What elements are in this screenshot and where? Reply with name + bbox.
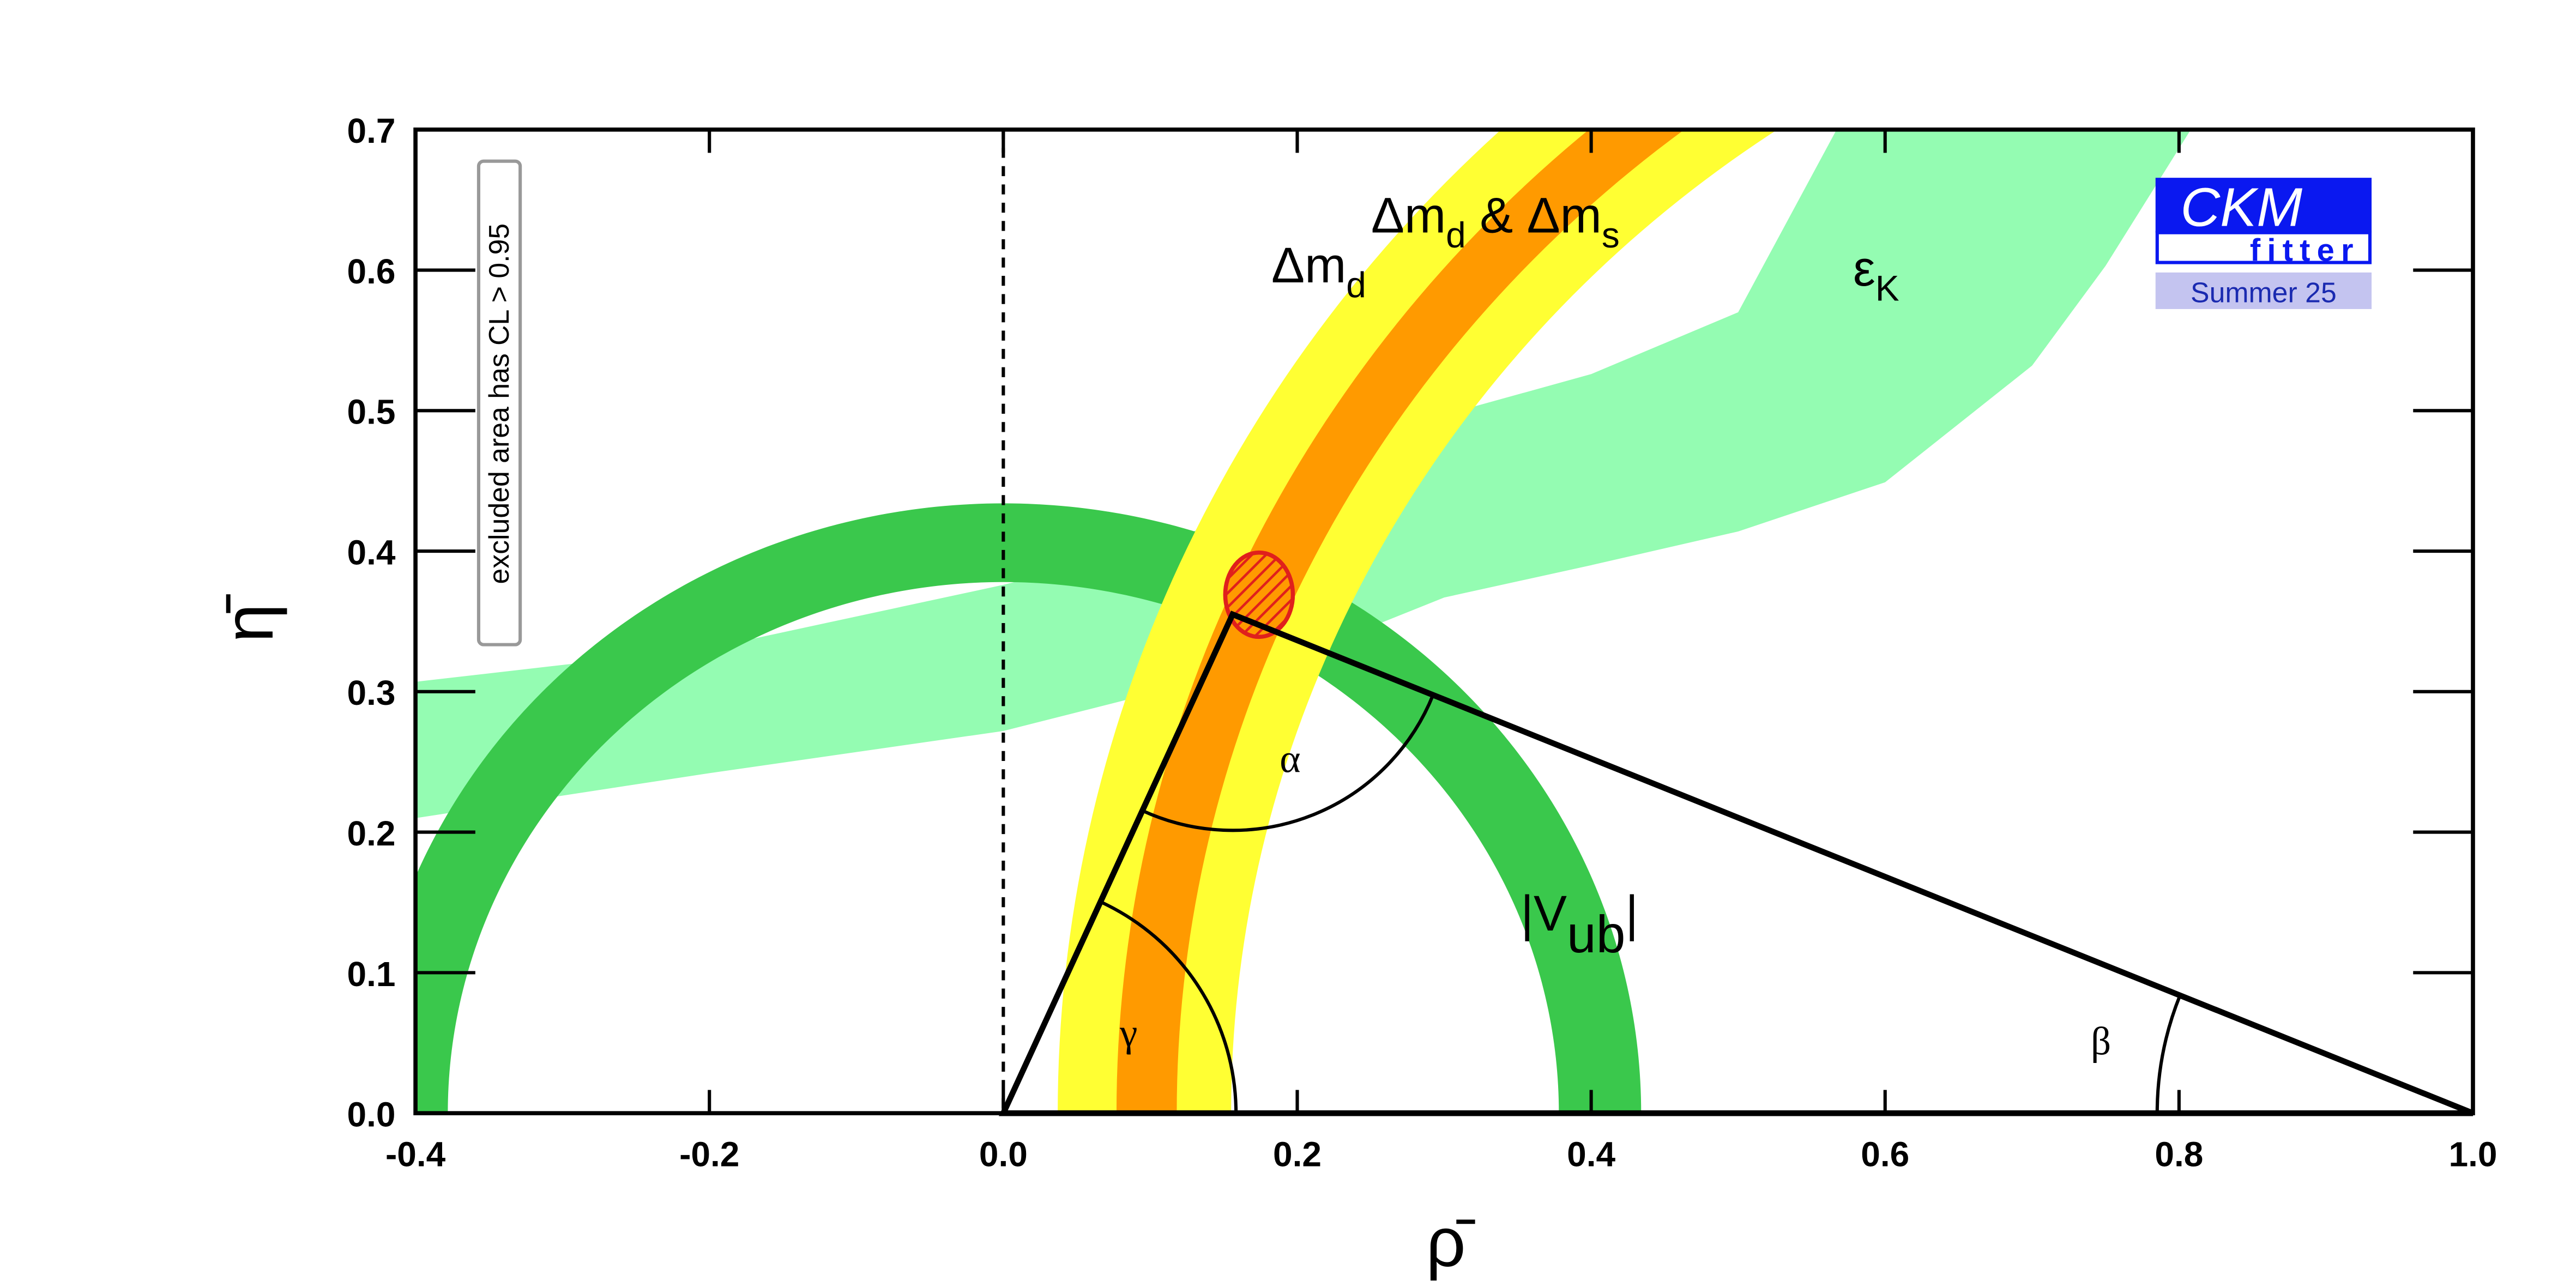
- y-axis-label: η̄: [210, 594, 288, 642]
- y-tick-label: 0.2: [347, 814, 396, 853]
- x-tick-label: 0.6: [1861, 1135, 1909, 1174]
- x-tick-label: -0.4: [385, 1135, 446, 1174]
- annotation: Δmd & Δms: [1371, 188, 1620, 255]
- annotation-text: & Δm: [1466, 188, 1602, 244]
- x-tick-label: 1.0: [2449, 1135, 2497, 1174]
- plot-area: [415, 129, 2191, 1114]
- x-tick-label: -0.2: [679, 1135, 739, 1174]
- annotation: εK: [1853, 241, 1899, 308]
- x-axis-label: ρ̄: [1426, 1204, 1476, 1281]
- x-tick-label: 0.8: [2155, 1135, 2203, 1174]
- x-tick-label: 0.0: [979, 1135, 1028, 1174]
- y-tick-label: 0.6: [347, 252, 396, 291]
- y-tick-label: 0.1: [347, 954, 396, 994]
- annotation-text: Δm: [1271, 238, 1346, 293]
- x-tick-label: 0.2: [1273, 1135, 1322, 1174]
- angle-label: α: [1280, 737, 1300, 781]
- y-tick-label: 0.0: [347, 1095, 396, 1134]
- logo: CKM fitter Summer 25: [2155, 177, 2372, 309]
- y-tick-label: 0.7: [347, 111, 396, 150]
- angle-arc: [2155, 994, 2182, 1114]
- annotation-text: ε: [1853, 241, 1875, 297]
- logo-band: [2155, 178, 2372, 233]
- note-box: excluded area has CL > 0.95: [476, 159, 522, 646]
- y-tick-label: 0.4: [347, 533, 396, 572]
- y-tick-label: 0.3: [347, 673, 396, 712]
- logo-edition: Summer 25: [2191, 277, 2337, 309]
- x-tick-label: 0.4: [1567, 1135, 1615, 1174]
- annotation-subscript: ub: [1567, 905, 1625, 964]
- angle-label: β: [2091, 1019, 2111, 1063]
- logo-frame: [2155, 231, 2372, 264]
- plot-frame: [413, 127, 2475, 1115]
- annotation-subscript: d: [1346, 265, 1366, 305]
- annotation-text: |V: [1521, 886, 1567, 941]
- logo-sub: fitter: [2250, 233, 2360, 268]
- annotation-text: Δm: [1371, 188, 1446, 244]
- annotation-subscript: K: [1875, 268, 1899, 309]
- angle-arc: [1142, 694, 1435, 832]
- y-tick-label: 0.5: [347, 392, 396, 432]
- constraint-band: [415, 129, 2191, 818]
- annotation-subscript: s: [1602, 215, 1620, 255]
- angle-label: γ: [1119, 1011, 1137, 1055]
- annotation-text: |: [1625, 886, 1638, 941]
- note-frame: [476, 159, 522, 646]
- logo-name: CKM: [2180, 177, 2302, 238]
- annotation: Δmd: [1271, 238, 1366, 305]
- annotation: |Vub|: [1521, 886, 1638, 964]
- angle-arc: [1100, 900, 1238, 1114]
- annotation-subscript: d: [1446, 215, 1466, 255]
- logo-edition-band: [2155, 272, 2372, 309]
- constraint-ring: [1058, 129, 1778, 1114]
- note-text: excluded area has CL > 0.95: [483, 223, 515, 584]
